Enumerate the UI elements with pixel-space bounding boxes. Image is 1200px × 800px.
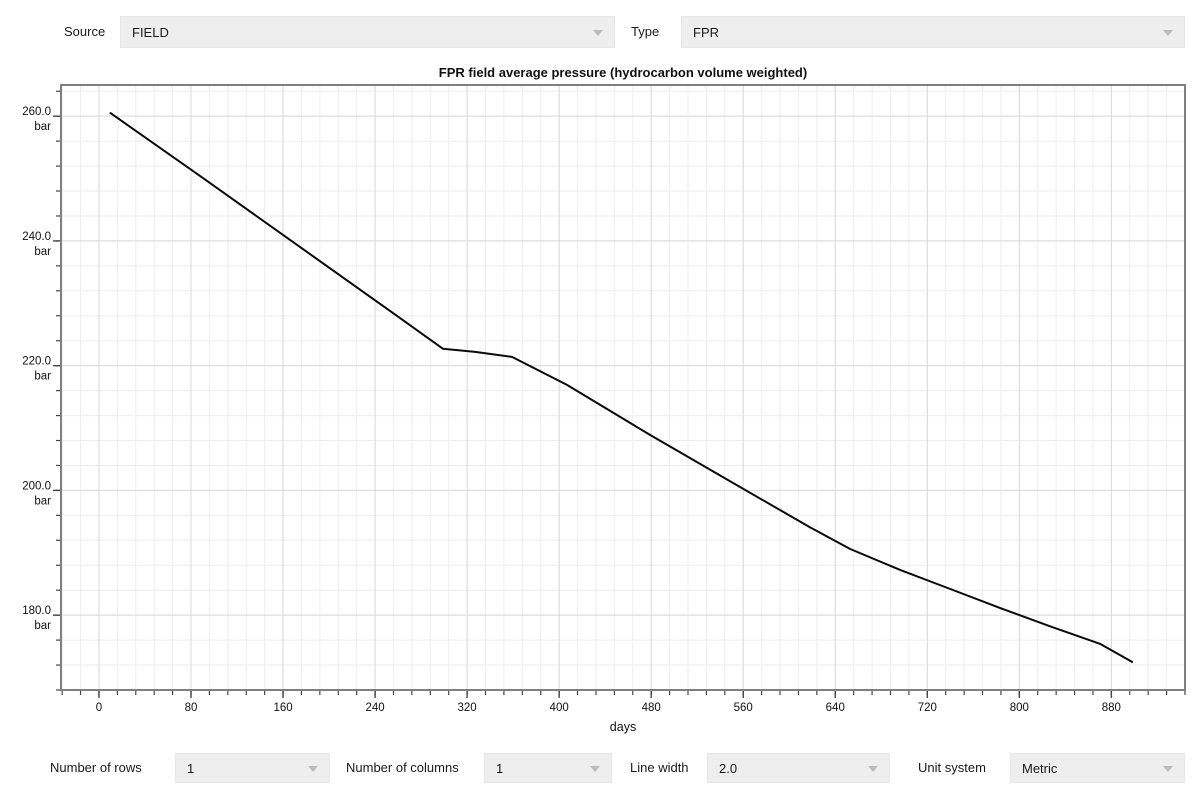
x-axis-title: days [610,720,636,734]
y-tick-label: 200.0 [22,480,51,492]
x-tick-label: 800 [1010,702,1029,714]
pressure-chart[interactable]: FPR field average pressure (hydrocarbon … [0,60,1200,745]
line-width-dropdown[interactable]: 2.0 [707,753,890,783]
x-tick-label: 400 [550,702,569,714]
y-tick-unit: bar [34,495,51,507]
y-tick-label: 240.0 [22,231,51,243]
source-dropdown-value: FIELD [132,24,169,40]
x-tick-label: 480 [642,702,661,714]
x-tick-label: 0 [96,702,102,714]
line-width-dropdown-value: 2.0 [719,760,738,776]
rows-label: Number of rows [50,760,142,775]
x-tick-label: 160 [273,702,292,714]
type-label: Type [631,24,660,39]
type-dropdown-value: FPR [693,24,719,40]
chevron-down-icon [1163,766,1173,772]
rows-dropdown-value: 1 [187,760,195,776]
plot-area[interactable]: 0 80 160 240 320 400 480 560 640 720 800 880 180.0 ba… [22,84,1186,714]
line-width-label: Line width [630,760,689,775]
unit-system-label: Unit system [918,760,986,775]
chevron-down-icon [308,766,318,772]
columns-label: Number of columns [346,760,459,775]
y-tick-label: 220.0 [22,356,51,368]
source-label: Source [64,24,106,39]
x-tick-label: 80 [185,702,198,714]
chart-title: FPR field average pressure (hydrocarbon … [439,65,807,80]
unit-system-dropdown-value: Metric [1022,760,1058,776]
unit-system-dropdown[interactable]: Metric [1010,753,1185,783]
series-line-fpr [109,112,1134,663]
y-tick-label: 260.0 [22,106,51,118]
columns-dropdown-value: 1 [496,760,504,776]
x-tick-label: 240 [365,702,384,714]
chevron-down-icon [590,766,600,772]
columns-dropdown[interactable]: 1 [484,753,612,783]
x-tick-label: 640 [826,702,845,714]
y-tick-unit: bar [34,371,51,383]
y-tick-unit: bar [34,620,51,632]
source-dropdown[interactable]: FIELD [120,16,615,48]
x-tick-label: 560 [734,702,753,714]
y-tick-unit: bar [34,121,51,133]
chevron-down-icon [1163,30,1173,36]
x-tick-label: 880 [1102,702,1121,714]
chevron-down-icon [593,30,603,36]
rows-dropdown[interactable]: 1 [175,753,330,783]
y-tick-unit: bar [34,246,51,258]
type-dropdown[interactable]: FPR [681,16,1185,48]
x-tick-label: 720 [918,702,937,714]
x-tick-label: 320 [458,702,477,714]
chevron-down-icon [868,766,878,772]
y-tick-label: 180.0 [22,605,51,617]
